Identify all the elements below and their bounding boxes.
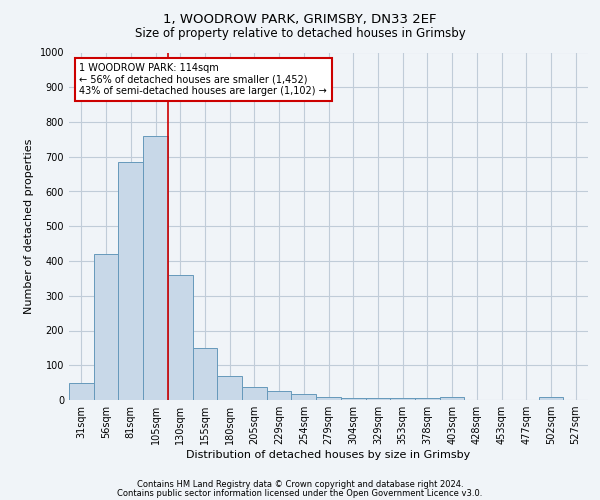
Bar (390, 398, 415, 400)
Bar (267, 390, 292, 400)
Text: Size of property relative to detached houses in Grimsby: Size of property relative to detached ho… (134, 28, 466, 40)
Bar (365, 398, 390, 400)
Bar (94, 254, 118, 400)
Bar (168, 275, 193, 400)
Bar (316, 396, 341, 400)
Bar (440, 397, 464, 400)
Bar (143, 136, 168, 400)
Text: Contains HM Land Registry data © Crown copyright and database right 2024.: Contains HM Land Registry data © Crown c… (137, 480, 463, 489)
Bar (341, 398, 365, 400)
Y-axis label: Number of detached properties: Number of detached properties (24, 138, 34, 314)
Bar (118, 162, 143, 400)
Text: 1, WOODROW PARK, GRIMSBY, DN33 2EF: 1, WOODROW PARK, GRIMSBY, DN33 2EF (163, 12, 437, 26)
Bar (292, 394, 316, 400)
Bar (217, 376, 242, 400)
Bar (193, 348, 217, 400)
Text: 1 WOODROW PARK: 114sqm
← 56% of detached houses are smaller (1,452)
43% of semi-: 1 WOODROW PARK: 114sqm ← 56% of detached… (79, 63, 327, 96)
X-axis label: Distribution of detached houses by size in Grimsby: Distribution of detached houses by size … (187, 450, 470, 460)
Bar (539, 397, 563, 400)
Bar (242, 387, 267, 400)
Text: Contains public sector information licensed under the Open Government Licence v3: Contains public sector information licen… (118, 489, 482, 498)
Bar (69, 382, 94, 400)
Bar (415, 398, 440, 400)
